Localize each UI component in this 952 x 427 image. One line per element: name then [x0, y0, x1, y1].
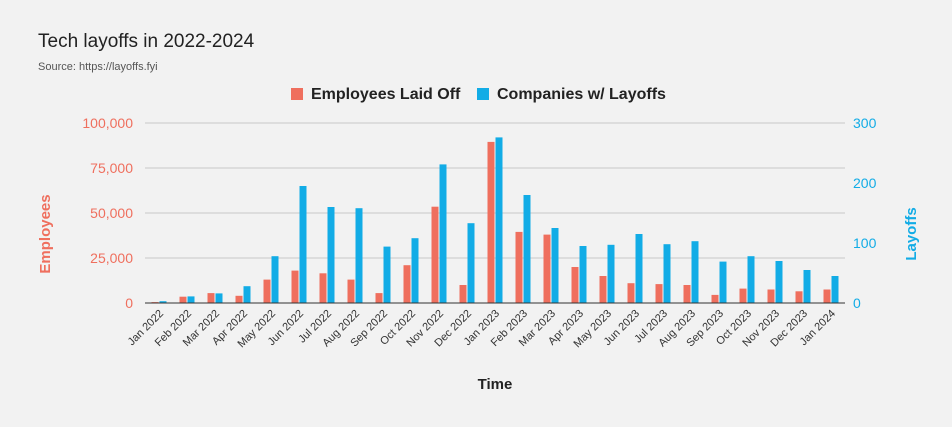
- bar-employees-laid-off: [375, 293, 383, 303]
- bar-companies-with-layoffs: [271, 256, 279, 303]
- bar-companies-with-layoffs: [831, 276, 839, 303]
- bar-companies-with-layoffs: [663, 244, 671, 303]
- bar-employees-laid-off: [403, 265, 411, 303]
- y-left-tick-label: 100,000: [82, 115, 133, 131]
- bar-companies-with-layoffs: [327, 207, 335, 303]
- bar-companies-with-layoffs: [187, 296, 195, 303]
- y-left-tick-label: 25,000: [90, 250, 133, 266]
- bar-companies-with-layoffs: [299, 186, 307, 303]
- bar-companies-with-layoffs: [635, 234, 643, 303]
- bar-companies-with-layoffs: [523, 195, 531, 303]
- bar-employees-laid-off: [711, 294, 719, 303]
- bar-companies-with-layoffs: [719, 261, 727, 303]
- bar-companies-with-layoffs: [383, 246, 391, 303]
- bar-companies-with-layoffs: [775, 261, 783, 303]
- bar-employees-laid-off: [179, 296, 187, 303]
- bar-employees-laid-off: [487, 141, 495, 303]
- bar-companies-with-layoffs: [551, 228, 559, 303]
- bar-companies-with-layoffs: [159, 301, 167, 303]
- bar-companies-with-layoffs: [467, 223, 475, 303]
- legend-swatch-companies: [477, 88, 489, 100]
- bar-employees-laid-off: [627, 283, 635, 303]
- bar-employees-laid-off: [683, 285, 691, 303]
- bar-employees-laid-off: [235, 295, 243, 303]
- bar-employees-laid-off: [459, 285, 467, 303]
- bar-companies-with-layoffs: [495, 137, 503, 303]
- y-left-tick-label: 75,000: [90, 160, 133, 176]
- legend-label-companies: Companies w/ Layoffs: [497, 86, 666, 103]
- x-axis-title: Time: [478, 376, 513, 393]
- bar-companies-with-layoffs: [803, 270, 811, 303]
- bar-employees-laid-off: [599, 276, 607, 303]
- bar-companies-with-layoffs: [215, 293, 223, 303]
- bar-companies-with-layoffs: [243, 286, 251, 303]
- bar-employees-laid-off: [207, 293, 215, 303]
- bar-employees-laid-off: [739, 288, 747, 303]
- y-right-tick-label: 300: [853, 115, 877, 131]
- bar-employees-laid-off: [655, 284, 663, 303]
- legend-swatch-employees: [291, 88, 303, 100]
- bar-employees-laid-off: [291, 270, 299, 303]
- bar-companies-with-layoffs: [607, 244, 615, 303]
- chart-subtitle: Source: https://layoffs.fyi: [38, 61, 158, 73]
- bar-employees-laid-off: [431, 206, 439, 303]
- y-right-tick-label: 0: [853, 295, 861, 311]
- bar-employees-laid-off: [795, 291, 803, 303]
- bar-employees-laid-off: [515, 231, 523, 303]
- y-left-tick-label: 0: [125, 295, 133, 311]
- chart-title: Tech layoffs in 2022-2024: [38, 31, 255, 52]
- bar-employees-laid-off: [319, 273, 327, 303]
- bar-employees-laid-off: [823, 289, 831, 303]
- bar-companies-with-layoffs: [579, 246, 587, 303]
- y-left-axis-title: Employees: [37, 194, 54, 273]
- y-right-axis-title: Layoffs: [903, 207, 920, 260]
- bar-companies-with-layoffs: [691, 241, 699, 303]
- bar-employees-laid-off: [571, 267, 579, 303]
- bar-employees-laid-off: [767, 289, 775, 303]
- bar-companies-with-layoffs: [411, 238, 419, 303]
- y-right-tick-label: 200: [853, 175, 877, 191]
- bar-employees-laid-off: [263, 279, 271, 303]
- bar-companies-with-layoffs: [747, 256, 755, 303]
- bar-companies-with-layoffs: [355, 208, 363, 303]
- y-right-tick-label: 100: [853, 235, 877, 251]
- bar-employees-laid-off: [543, 234, 551, 303]
- legend-label-employees: Employees Laid Off: [311, 86, 461, 103]
- bar-employees-laid-off: [347, 279, 355, 303]
- bar-companies-with-layoffs: [439, 164, 447, 303]
- y-left-tick-label: 50,000: [90, 205, 133, 221]
